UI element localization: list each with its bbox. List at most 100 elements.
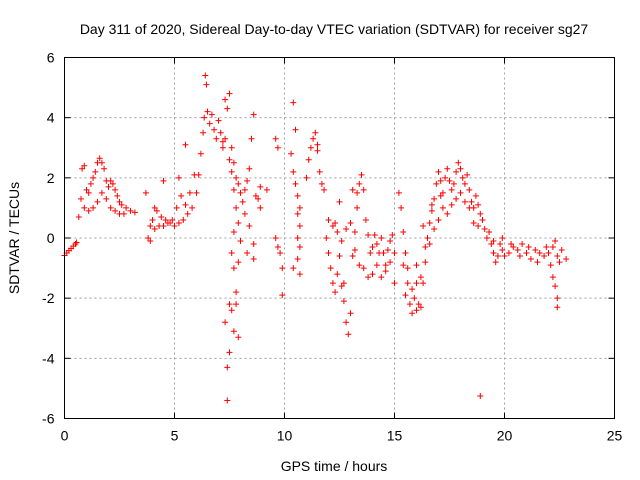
data-point [318,180,325,187]
data-point [382,262,389,269]
data-point [453,195,460,202]
data-point [131,209,138,216]
grid-layer [64,57,615,419]
data-point [424,235,431,241]
data-point [347,219,354,226]
data-point [479,216,486,223]
data-point [153,207,160,214]
data-point [472,192,479,199]
data-point [373,241,380,248]
data-point [294,192,301,199]
data-point [303,174,310,181]
data-point [369,271,376,278]
data-point [250,241,257,248]
data-point [314,141,321,148]
data-point [554,295,561,302]
data-point [336,198,343,205]
data-point [274,144,281,151]
data-point [453,168,460,175]
data-point [182,201,189,208]
data-point [239,198,246,205]
data-point [213,135,220,142]
data-point [439,189,446,196]
data-point [147,238,154,245]
data-point [103,195,110,202]
y-tick-label: 0 [47,230,55,246]
data-point [244,250,251,257]
data-point [294,235,301,241]
data-point [486,228,493,235]
data-point [369,244,376,251]
data-point [382,268,389,275]
data-point [510,244,517,251]
data-point [323,235,330,241]
data-point [426,219,433,226]
data-point [431,225,438,232]
data-point [158,213,165,220]
data-point [391,280,398,287]
data-point [81,162,88,169]
data-point [349,186,356,193]
data-point [116,198,123,205]
data-point [501,253,508,260]
data-point [332,219,339,226]
data-point [211,126,218,133]
data-point [545,250,552,257]
data-point [314,147,321,154]
data-point [556,259,563,266]
data-point [171,222,178,229]
data-point [114,192,121,199]
data-point [534,259,541,266]
data-point [206,120,213,127]
data-point [356,262,363,269]
data-point [182,141,189,148]
data-point [294,210,301,217]
data-point [354,204,361,211]
data-point [219,138,226,145]
data-point [404,280,411,287]
data-point [549,274,556,281]
data-point [488,241,495,248]
data-point [230,328,237,335]
data-point [112,207,119,214]
data-point [244,177,251,184]
data-point [180,216,187,223]
data-point [435,216,442,223]
data-point [296,222,303,229]
data-point [160,222,167,229]
data-point [351,247,358,254]
data-point [83,186,90,193]
data-point [455,159,462,166]
data-point [402,292,409,299]
y-tick-label: 2 [47,170,55,186]
data-point [224,105,231,112]
data-point [514,247,521,254]
data-point [292,126,299,133]
data-point [222,135,229,142]
data-point [233,289,240,296]
data-point [406,301,413,308]
data-point [85,189,92,196]
data-point [360,186,367,193]
data-point [226,156,233,163]
data-point [228,144,235,151]
data-point [296,244,303,251]
data-point [294,256,301,263]
data-point [549,244,556,251]
data-point [417,304,424,311]
x-tick-label: 10 [277,428,293,444]
data-point [422,259,429,266]
data-point [290,168,297,175]
data-point [523,250,530,257]
x-tick-label: 0 [61,428,69,444]
data-point [439,204,446,211]
data-point [475,222,482,229]
data-point [543,244,550,251]
data-point [343,319,350,326]
x-tick-label: 20 [497,428,513,444]
data-point [186,189,193,196]
data-point [387,238,394,245]
x-tick-label: 15 [387,428,403,444]
x-tick-label: 5 [171,428,179,444]
